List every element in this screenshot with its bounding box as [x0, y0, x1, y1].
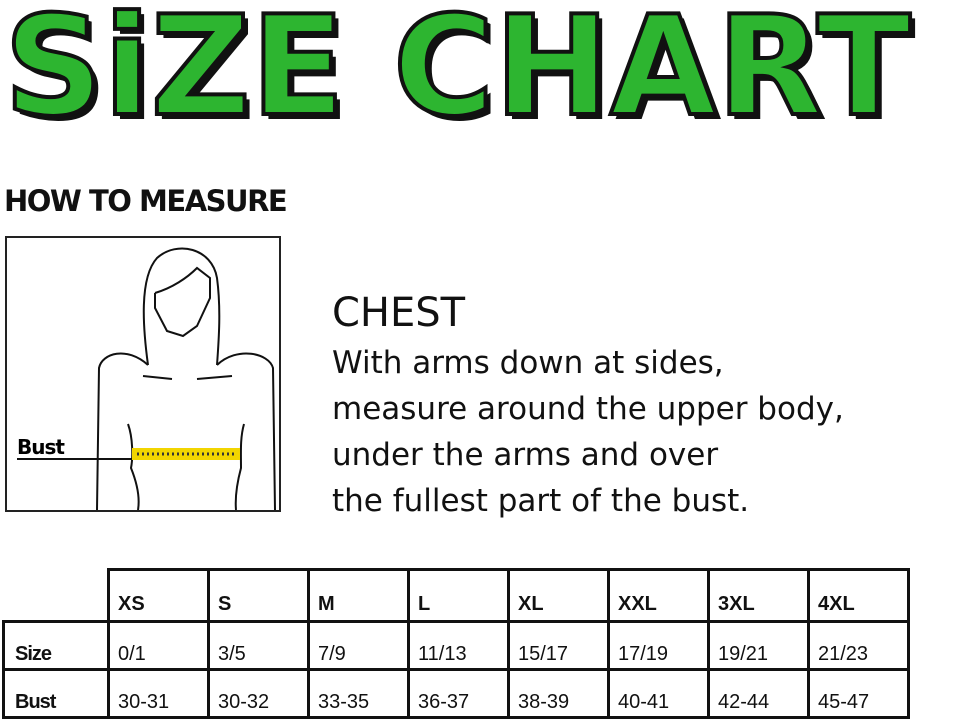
table-row: Size 0/1 3/5 7/9 11/13 15/17 17/19 19/21… — [2, 620, 910, 671]
table-cell: 15/17 — [507, 620, 610, 671]
header-cell: 3XL — [707, 568, 810, 623]
instruction-line: under the arms and over — [332, 437, 719, 473]
table-cell: 17/19 — [607, 620, 710, 671]
how-to-measure-heading: HOW TO MEASURE — [4, 184, 288, 218]
table-cell: 11/13 — [407, 620, 510, 671]
table-cell: 30-31 — [107, 668, 210, 719]
measuring-tape — [132, 448, 240, 460]
size-table: XS S M L XL XXL 3XL 4XL Size 0/1 3/5 7/9… — [2, 568, 910, 719]
row-label: Size — [2, 620, 110, 671]
table-cell: 38-39 — [507, 668, 610, 719]
measurement-figure: Bust — [5, 236, 281, 512]
header-cell: XS — [107, 568, 210, 623]
table-cell: 36-37 — [407, 668, 510, 719]
table-cell: 0/1 — [107, 620, 210, 671]
table-cell: 33-35 — [307, 668, 410, 719]
row-label: Bust — [2, 668, 110, 719]
table-cell: 45-47 — [807, 668, 910, 719]
chest-instructions: With arms down at sides, measure around … — [332, 340, 844, 524]
header-cell: S — [207, 568, 310, 623]
woman-outline-illustration: Bust — [17, 247, 276, 511]
table-cell: 7/9 — [307, 620, 410, 671]
instruction-line: With arms down at sides, — [332, 345, 724, 381]
table-cell: 30-32 — [207, 668, 310, 719]
instruction-line: measure around the upper body, — [332, 391, 844, 427]
header-cell: 4XL — [807, 568, 910, 623]
table-cell: 40-41 — [607, 668, 710, 719]
instruction-line: the fullest part of the bust. — [332, 483, 750, 519]
header-cell: L — [407, 568, 510, 623]
header-row: XS S M L XL XXL 3XL 4XL — [3, 568, 910, 623]
table-cell: 21/23 — [807, 620, 910, 671]
chest-heading: CHEST — [332, 290, 466, 336]
table-cell: 42-44 — [707, 668, 810, 719]
table-cell: 3/5 — [207, 620, 310, 671]
size-chart-title: SiZE CHART — [2, 0, 913, 147]
header-cell: XL — [507, 568, 610, 623]
table-row: Bust 30-31 30-32 33-35 36-37 38-39 40-41… — [2, 668, 910, 719]
header-cell: XXL — [607, 568, 710, 623]
bust-label: Bust — [17, 435, 65, 459]
header-cell: M — [307, 568, 410, 623]
table-cell: 19/21 — [707, 620, 810, 671]
